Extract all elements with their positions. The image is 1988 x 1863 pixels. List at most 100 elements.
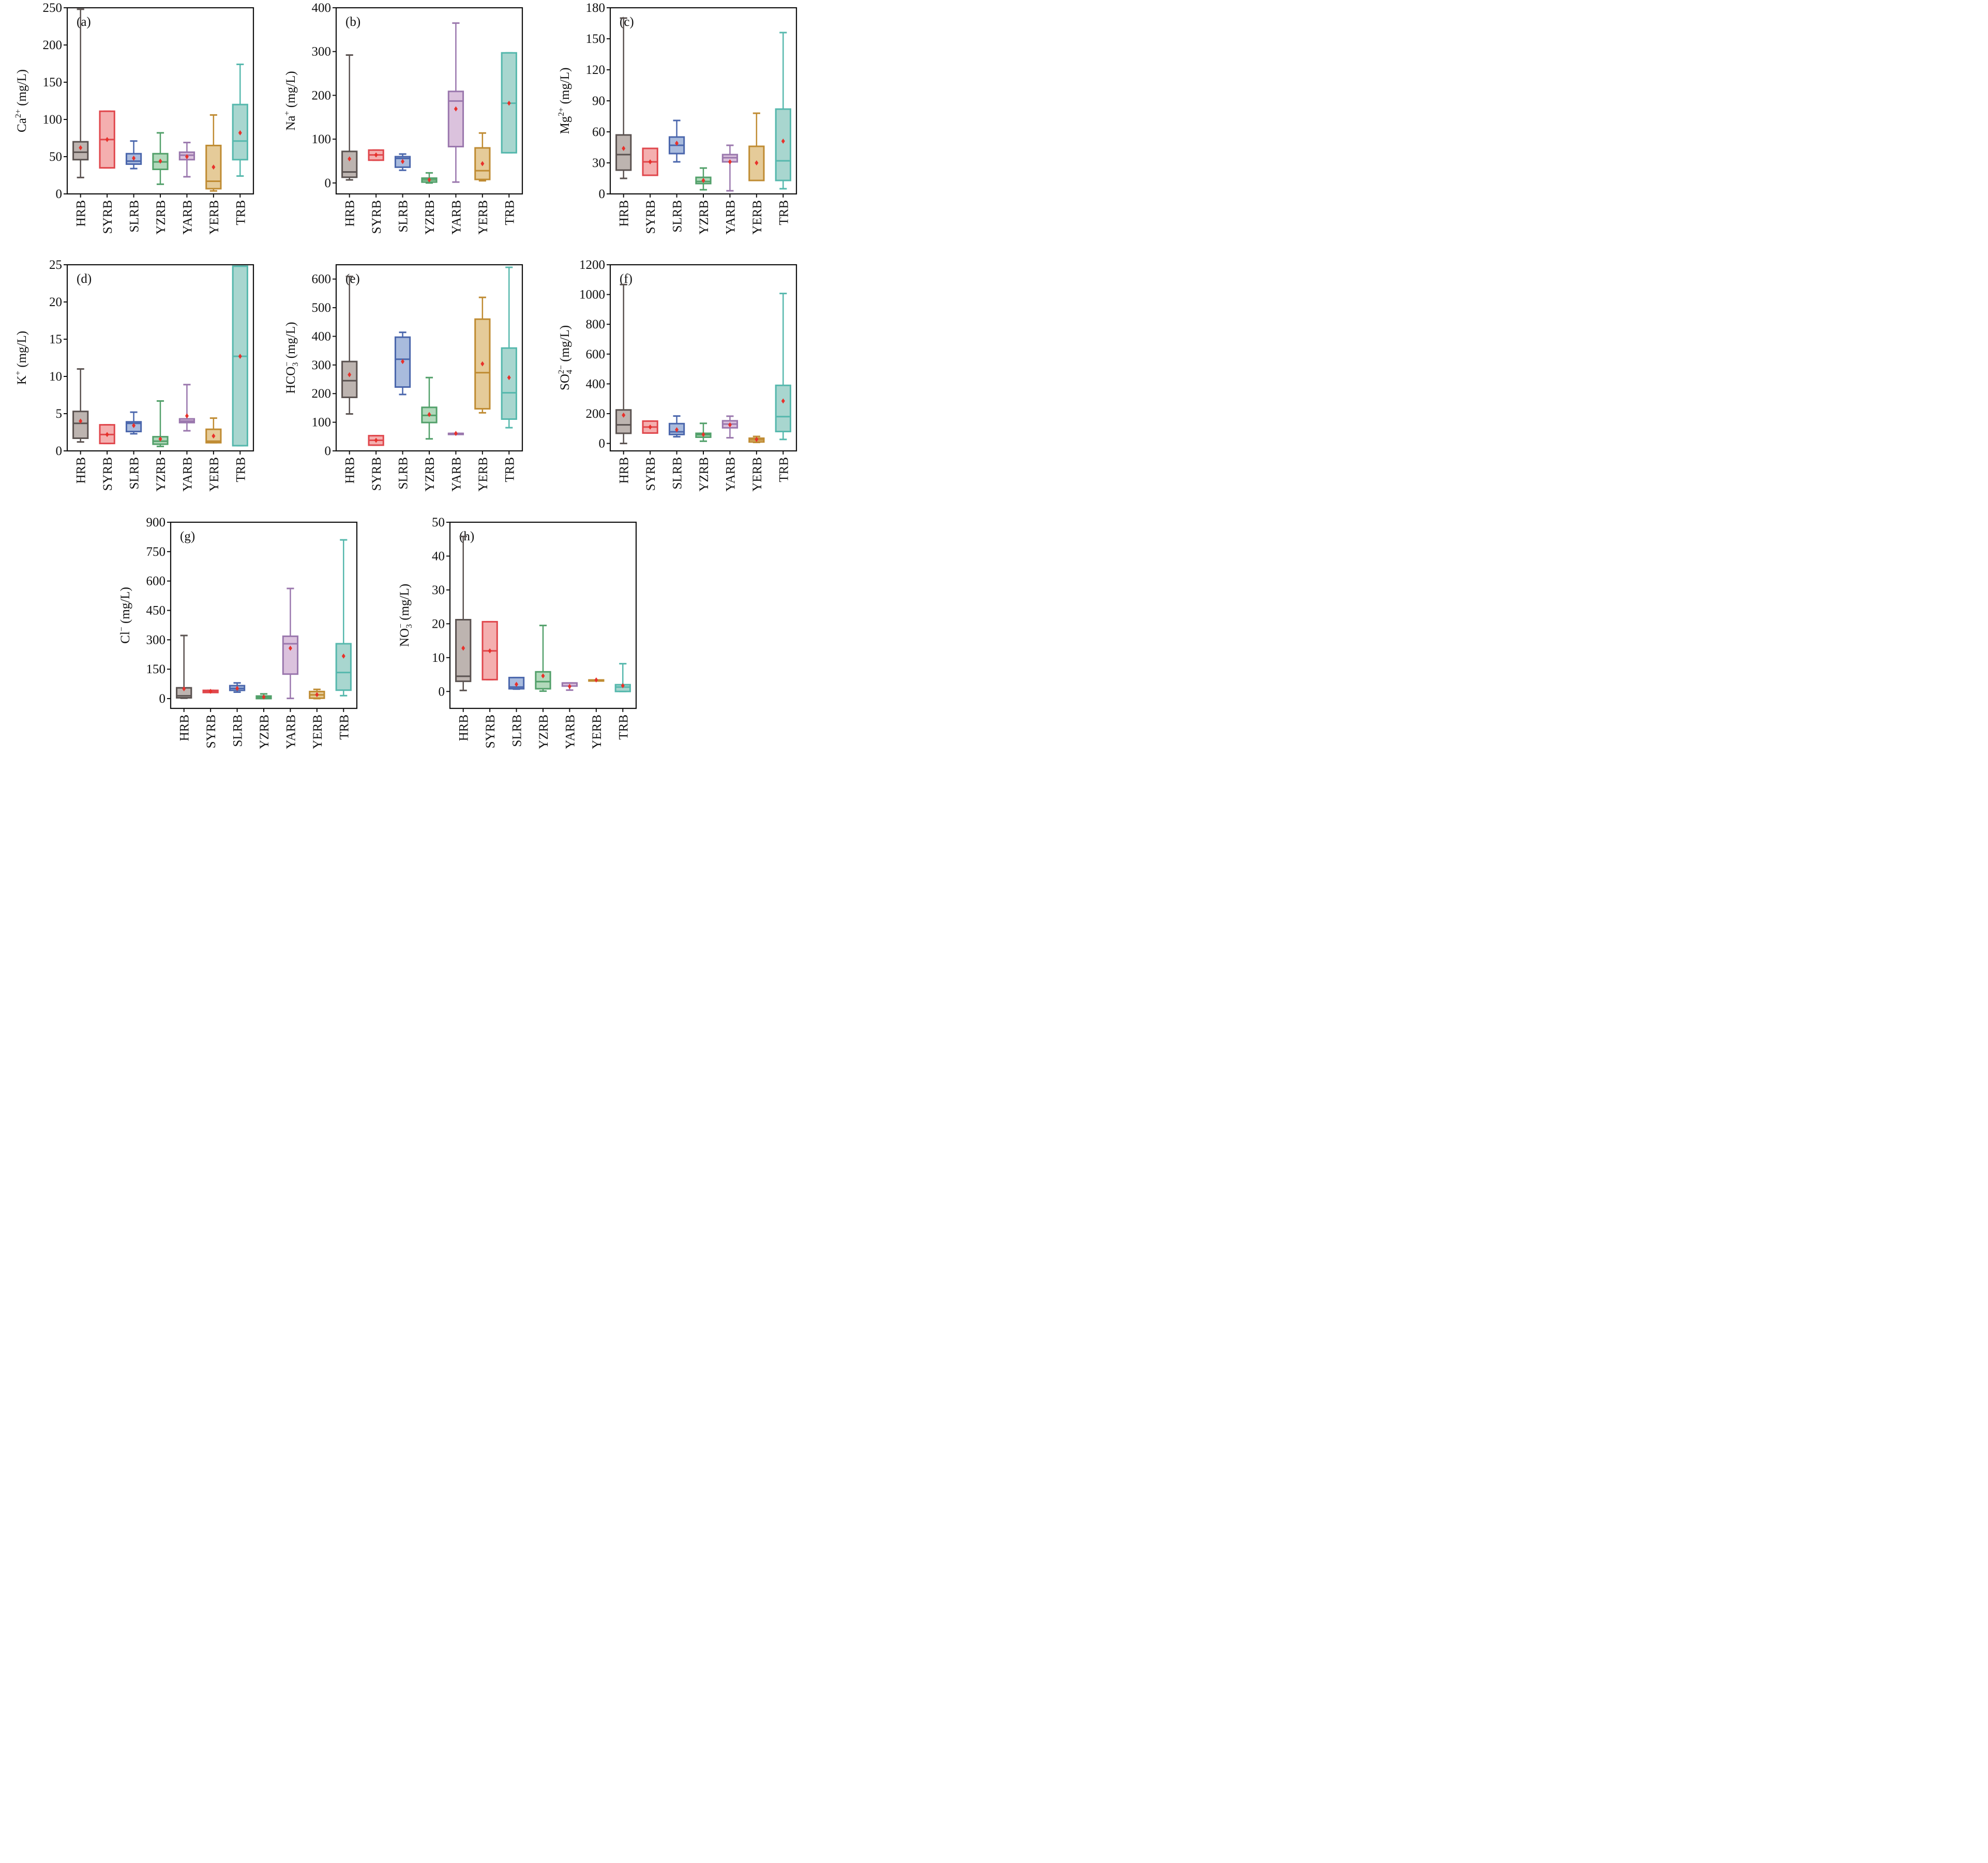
mean-marker bbox=[105, 432, 109, 437]
box-yzrb bbox=[152, 400, 169, 447]
y-tick-label: 1000 bbox=[579, 288, 605, 302]
x-tick-label: TRB bbox=[337, 715, 351, 740]
mean-marker bbox=[262, 694, 266, 700]
y-axis-label: HCO3− (mg/L) bbox=[283, 322, 300, 394]
x-tick-label: YZRB bbox=[697, 200, 711, 235]
mean-marker bbox=[132, 423, 136, 429]
box-hrb bbox=[455, 535, 472, 691]
x-tick-label: SLRB bbox=[397, 200, 411, 233]
x-tick-label: SYRB bbox=[370, 200, 384, 234]
box-syrb bbox=[99, 424, 115, 445]
mean-marker bbox=[507, 100, 511, 106]
mean-marker bbox=[701, 178, 705, 183]
x-tick-label: YERB bbox=[207, 200, 221, 235]
iqr-box bbox=[341, 360, 358, 398]
x-tick-label: YERB bbox=[750, 200, 764, 235]
x-tick-label: YARB bbox=[284, 715, 298, 749]
x-tick-label: SLRB bbox=[510, 715, 524, 747]
panel-g-chloride: 0 150 300 450 600 750 900 Cl− (mg/L) (g) HRB SYRB S… bbox=[117, 516, 358, 749]
box-yarb bbox=[178, 142, 195, 178]
mean-marker bbox=[567, 684, 571, 689]
box-yarb bbox=[447, 431, 464, 436]
y-tick-label: 5 bbox=[56, 407, 63, 421]
y-tick-label: 0 bbox=[599, 187, 606, 201]
box-hrb bbox=[72, 8, 89, 178]
y-tick-label: 200 bbox=[43, 38, 63, 52]
y-axis-label: NO3− (mg/L) bbox=[397, 584, 414, 647]
mean-marker bbox=[288, 645, 292, 651]
box-syrb bbox=[368, 435, 384, 446]
y-tick-label: 0 bbox=[325, 176, 332, 190]
y-tick-label: 40 bbox=[432, 549, 445, 563]
y-tick-label: 100 bbox=[43, 113, 63, 127]
x-tick-label: YZRB bbox=[537, 715, 551, 749]
y-tick-label: 300 bbox=[146, 633, 166, 647]
iqr-box bbox=[447, 90, 464, 148]
mean-marker bbox=[480, 161, 485, 166]
box-yerb bbox=[205, 417, 222, 444]
iqr-box bbox=[341, 150, 358, 178]
x-tick-label: YARB bbox=[449, 457, 463, 492]
y-tick-label: 30 bbox=[432, 583, 445, 597]
mean-marker bbox=[728, 159, 732, 164]
x-tick-label: YARB bbox=[563, 715, 577, 749]
box-syrb bbox=[642, 420, 658, 434]
mean-marker bbox=[348, 156, 352, 162]
box-yerb bbox=[588, 677, 605, 683]
mean-marker bbox=[79, 418, 83, 424]
box-yarb bbox=[561, 682, 578, 691]
x-tick-label: HRB bbox=[618, 457, 631, 483]
x-tick-label: HRB bbox=[457, 715, 471, 741]
iqr-box bbox=[394, 336, 411, 388]
box-yerb bbox=[205, 114, 222, 192]
x-tick-label: TRB bbox=[777, 457, 791, 482]
box-yzrb bbox=[421, 172, 438, 184]
panel-b-sodium: 0 100 200 300 400 Na+ (mg/L) (b) HRB SYRB SLRB YZR… bbox=[283, 1, 523, 235]
mean-marker bbox=[648, 159, 652, 164]
y-axis-label: Na+ (mg/L) bbox=[283, 71, 298, 130]
y-tick-label: 0 bbox=[159, 692, 166, 706]
y-tick-label: 0 bbox=[599, 437, 606, 451]
mean-marker bbox=[427, 412, 431, 417]
x-tick-label: HRB bbox=[74, 200, 88, 226]
box-trb bbox=[501, 52, 517, 154]
box-yarb bbox=[721, 144, 739, 192]
mean-marker bbox=[208, 689, 213, 694]
panel-tag: (a) bbox=[77, 15, 91, 29]
box-slrb bbox=[394, 153, 411, 171]
x-tick-label: YARB bbox=[180, 200, 194, 235]
y-tick-label: 10 bbox=[49, 370, 62, 384]
plot-frame bbox=[609, 7, 797, 195]
y-axis-label: Mg2+ (mg/L) bbox=[557, 68, 572, 134]
iqr-box bbox=[474, 147, 491, 180]
panel-tag: (c) bbox=[620, 15, 634, 29]
x-tick-label: HRB bbox=[618, 200, 631, 226]
mean-marker bbox=[235, 686, 239, 691]
mean-marker bbox=[480, 361, 485, 367]
x-tick-label: HRB bbox=[178, 715, 192, 741]
y-tick-label: 800 bbox=[586, 317, 606, 331]
box-yerb bbox=[748, 112, 765, 181]
mean-marker bbox=[427, 177, 431, 183]
y-tick-label: 180 bbox=[586, 1, 606, 15]
box-slrb bbox=[125, 140, 142, 170]
y-axis-label: Cl− (mg/L) bbox=[117, 587, 132, 644]
box-yarb bbox=[282, 587, 299, 700]
mean-marker bbox=[341, 653, 345, 659]
y-tick-label: 150 bbox=[43, 75, 63, 89]
x-tick-label: YARB bbox=[724, 200, 737, 235]
y-tick-label: 900 bbox=[146, 516, 166, 529]
y-tick-label: 150 bbox=[586, 32, 606, 46]
box-slrb bbox=[508, 676, 525, 690]
iqr-box bbox=[615, 134, 632, 171]
y-tick-label: 1200 bbox=[579, 258, 605, 272]
panel-a-calcium: 0 50 100 150 200 250 Ca2+ (mg/L) (a) HRB SYRB SLRB… bbox=[14, 1, 254, 235]
box-yzrb bbox=[695, 422, 712, 442]
iqr-box bbox=[282, 635, 299, 675]
x-tick-label: HRB bbox=[343, 457, 357, 483]
mean-marker bbox=[401, 159, 405, 164]
box-yzrb bbox=[255, 693, 272, 700]
mean-marker bbox=[158, 158, 162, 164]
mean-marker bbox=[621, 683, 625, 689]
